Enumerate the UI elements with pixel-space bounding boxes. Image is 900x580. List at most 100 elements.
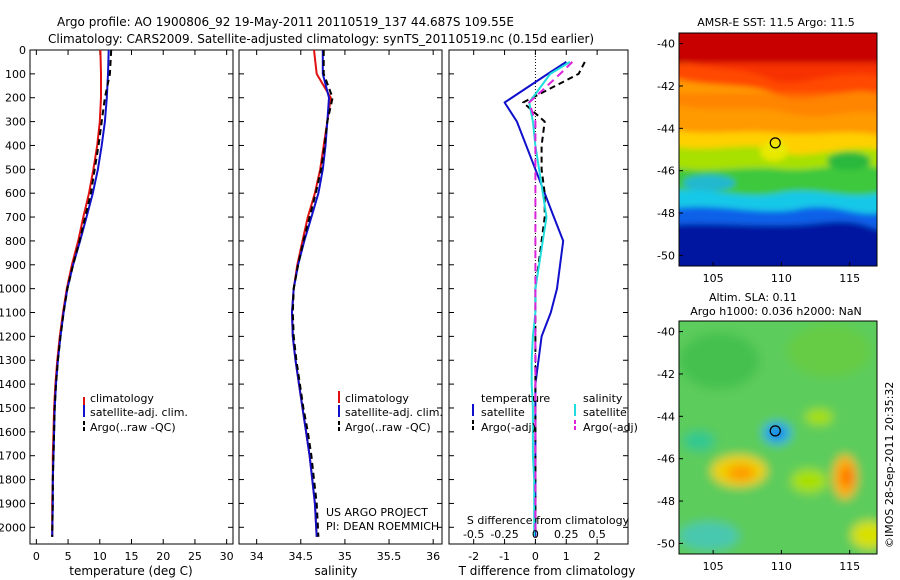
s-diff-tick-label: -0.5: [463, 528, 484, 541]
lat-tick-label: -50: [657, 249, 675, 262]
depth-tick-label: 300: [5, 116, 26, 129]
lat-tick-label: -46: [657, 453, 675, 466]
legend-satellite-adj: satellite-adj. clim.: [90, 406, 188, 419]
s-difference-label: S difference from climatology: [467, 514, 630, 527]
x-tick-label: 30: [220, 550, 234, 563]
depth-tick-label: 1300: [0, 354, 26, 367]
x-tick-label: 35: [338, 550, 352, 563]
sst-map-frame: [678, 32, 878, 267]
difference-depth-ticks: [449, 49, 628, 528]
depth-tick-label: 1400: [0, 378, 26, 391]
sst-map-ticks: 105 110 115 -40 -42 -44 -46 -48 -50: [657, 38, 860, 285]
sla-map-frame: [678, 320, 878, 555]
legend-t-argo: Argo(-adj): [481, 421, 536, 434]
lon-tick-label: 110: [771, 560, 792, 573]
s-diff-tick-label: 0: [532, 528, 539, 541]
depth-tick-label: 1200: [0, 330, 26, 343]
legend-t-satellite: satellite: [481, 406, 525, 419]
x-tick-label: 15: [125, 550, 139, 563]
credit-project: US ARGO PROJECT: [326, 506, 428, 519]
x-tick-label: 0: [532, 550, 539, 563]
series-line-argo-raw-qc-: [51, 50, 113, 537]
sla-map-panel: Altim. SLA: 0.11 Argo h1000: 0.036 h2000…: [657, 291, 878, 573]
depth-tick-label: 200: [5, 92, 26, 105]
difference-plot-frame: [448, 49, 629, 545]
depth-tick-label: 700: [5, 211, 26, 224]
lat-tick-label: -44: [657, 410, 675, 423]
temperature-plot-frame: [29, 49, 234, 545]
lon-tick-label: 115: [839, 560, 860, 573]
lat-tick-label: -40: [657, 38, 675, 51]
t-difference-axis-ticks: -2 -1 0 1 2: [468, 50, 601, 563]
t-difference-xlabel: T difference from climatology: [458, 564, 636, 578]
lat-tick-label: -42: [657, 80, 675, 93]
x-tick-label: -2: [468, 550, 479, 563]
salinity-series: [291, 50, 334, 537]
argo-location-marker: [769, 137, 781, 149]
x-tick-label: 34.5: [289, 550, 314, 563]
lon-tick-label: 115: [839, 272, 860, 285]
salinity-legend: climatology satellite-adj. clim. Argo(..…: [338, 391, 443, 434]
sla-map-subtitle: Argo h1000: 0.036 h2000: NaN: [690, 305, 862, 318]
temperature-axis-ticks: 0 5 10 15 20 25 30: [33, 50, 234, 563]
x-tick-label: 36: [426, 550, 440, 563]
x-tick-label: -1: [499, 550, 510, 563]
depth-tick-label: 0: [19, 44, 26, 57]
temperature-panel: 0100200300400500600700800900100011001200…: [0, 44, 234, 578]
temperature-series: [51, 50, 113, 537]
depth-tick-label: 1600: [0, 426, 26, 439]
depth-axis-ticks: 0 100 200 300 400 500 600 700 800 900 1000 1100 1200…: [0, 44, 233, 534]
difference-series: [503, 50, 586, 544]
series-line-satellite: [528, 61, 571, 537]
x-tick-label: 20: [156, 550, 170, 563]
depth-tick-label: 600: [5, 187, 26, 200]
depth-tick-label: 2000: [0, 521, 26, 534]
sla-map-title: Altim. SLA: 0.11: [709, 291, 797, 304]
depth-tick-label: 1800: [0, 474, 26, 487]
s-difference-axis-ticks: -0.5 -0.25 0 0.25 0.5: [463, 528, 606, 541]
series-line-climatology: [51, 50, 102, 537]
sst-map-panel: AMSR-E SST: 11.5 Argo: 11.5 105 110 115 -40…: [657, 16, 878, 285]
x-tick-label: 35.5: [377, 550, 402, 563]
lat-tick-label: -44: [657, 122, 675, 135]
x-tick-label: 5: [65, 550, 72, 563]
header-line2: Climatology: CARS2009. Satellite-adjuste…: [48, 32, 594, 46]
sla-heatmap: [679, 321, 877, 554]
depth-tick-label: 400: [5, 139, 26, 152]
s-diff-tick-label: -0.25: [490, 528, 518, 541]
depth-tick-label: 800: [5, 235, 26, 248]
x-tick-label: 2: [594, 550, 601, 563]
lat-tick-label: -40: [657, 326, 675, 339]
legend-s-satellite: satellite: [583, 406, 627, 419]
lat-tick-label: -48: [657, 207, 675, 220]
legend-climatology: climatology: [90, 392, 154, 405]
salinity-plot-frame: [238, 49, 443, 545]
difference-legend: temperature satellite Argo(-adj) salinit…: [472, 392, 638, 434]
salinity-xlabel: salinity: [314, 564, 357, 578]
depth-tick-label: 1700: [0, 450, 26, 463]
legend-temperature-title: temperature: [481, 392, 550, 405]
s-diff-tick-label: 0.25: [554, 528, 579, 541]
credit-pi: PI: DEAN ROEMMICH: [326, 520, 439, 533]
temperature-legend: climatology satellite-adj. clim. Argo(..…: [83, 392, 188, 434]
depth-tick-label: 1000: [0, 283, 26, 296]
lat-tick-label: -46: [657, 165, 675, 178]
depth-tick-label: 1500: [0, 402, 26, 415]
legend-satellite-adj: satellite-adj. clim.: [345, 406, 443, 419]
x-tick-label: 1: [563, 550, 570, 563]
salinity-depth-ticks: [239, 49, 442, 528]
sla-map-ticks: 105 110 115 -40 -42 -44 -46 -48 -50: [657, 326, 860, 573]
imos-credit: ©IMOS 28-Sep-2011 20:35:32: [883, 382, 896, 548]
legend-argo: Argo(..raw -QC): [90, 421, 176, 434]
x-tick-label: 0: [33, 550, 40, 563]
depth-tick-label: 500: [5, 163, 26, 176]
x-tick-label: 25: [188, 550, 202, 563]
lat-tick-label: -48: [657, 495, 675, 508]
argo-location-marker: [769, 425, 781, 437]
lat-tick-label: -42: [657, 368, 675, 381]
lon-tick-label: 105: [703, 560, 724, 573]
x-tick-label: 10: [93, 550, 107, 563]
legend-argo: Argo(..raw -QC): [345, 421, 431, 434]
lat-tick-label: -50: [657, 537, 675, 550]
